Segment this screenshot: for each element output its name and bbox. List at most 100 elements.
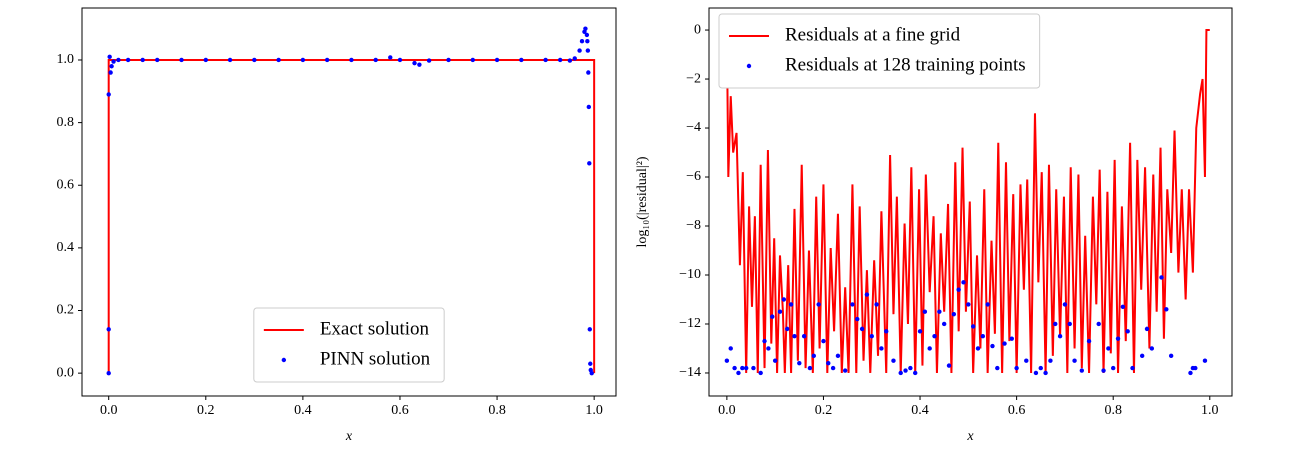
point bbox=[106, 327, 111, 332]
point bbox=[985, 302, 990, 307]
point bbox=[111, 59, 116, 64]
line bbox=[725, 29, 1210, 374]
point bbox=[766, 346, 771, 351]
x-tick-label: 0.6 bbox=[391, 403, 409, 418]
legend-label: PINN solution bbox=[320, 348, 431, 369]
point bbox=[252, 57, 257, 63]
y-tick-label: −6 bbox=[686, 169, 701, 184]
x-tick-label: 1.0 bbox=[585, 403, 603, 418]
point bbox=[821, 338, 826, 344]
legend-swatch bbox=[281, 357, 287, 363]
point bbox=[898, 370, 903, 376]
y-tick-label: −4 bbox=[686, 120, 701, 135]
point bbox=[740, 365, 745, 371]
y-tick-label: 0.8 bbox=[57, 115, 75, 130]
point bbox=[807, 365, 813, 371]
point bbox=[586, 70, 591, 75]
point bbox=[106, 92, 111, 97]
point bbox=[941, 321, 947, 327]
point bbox=[975, 346, 981, 351]
x-axis-label: x bbox=[966, 429, 974, 444]
point bbox=[932, 334, 937, 339]
point bbox=[874, 302, 879, 307]
x-tick-label: 0.4 bbox=[294, 403, 312, 418]
point bbox=[106, 370, 111, 376]
x-tick-label: 0.4 bbox=[911, 403, 929, 418]
point bbox=[1033, 370, 1039, 376]
point bbox=[116, 57, 121, 63]
point bbox=[1096, 321, 1101, 327]
point bbox=[426, 58, 432, 63]
axes: 0.0 0.2 0.4 0.6 0.8 1.0 0 −2 −4 −6 −8 −10 −12 −14 x log… bbox=[635, 7, 1233, 444]
point bbox=[966, 302, 971, 307]
point bbox=[1188, 370, 1193, 376]
point bbox=[864, 292, 870, 297]
legend: Residuals at a fine grid Residuals at 128… bbox=[718, 13, 1041, 89]
point bbox=[801, 334, 807, 339]
y-tick-label: 0.2 bbox=[57, 303, 75, 318]
y-tick-label: 0.0 bbox=[57, 365, 75, 380]
point bbox=[908, 365, 913, 371]
point bbox=[728, 346, 733, 351]
point bbox=[583, 26, 588, 31]
axes-frame bbox=[708, 7, 1233, 397]
point bbox=[751, 365, 756, 371]
point bbox=[1043, 370, 1048, 376]
plot-area bbox=[106, 26, 596, 376]
y-tick-label: −8 bbox=[686, 218, 701, 233]
legend-frame bbox=[253, 307, 445, 383]
point bbox=[557, 57, 563, 63]
point bbox=[758, 370, 763, 376]
point bbox=[470, 57, 475, 63]
point bbox=[572, 56, 577, 61]
axes-frame bbox=[81, 7, 617, 397]
point bbox=[724, 358, 730, 363]
point bbox=[587, 161, 592, 166]
point bbox=[1164, 307, 1169, 312]
point bbox=[585, 48, 591, 53]
point bbox=[577, 48, 582, 53]
point bbox=[300, 57, 306, 63]
point bbox=[589, 370, 594, 376]
point bbox=[1038, 365, 1043, 371]
point bbox=[1024, 358, 1029, 363]
point bbox=[762, 338, 767, 344]
point bbox=[388, 55, 393, 60]
point bbox=[397, 57, 403, 63]
x-tick-label: 0.0 bbox=[100, 403, 118, 418]
point bbox=[781, 297, 787, 302]
y-tick-label: −12 bbox=[679, 316, 701, 331]
point bbox=[785, 326, 790, 332]
point bbox=[792, 334, 797, 339]
y-tick-label: 0.4 bbox=[57, 240, 75, 255]
point bbox=[732, 365, 737, 371]
point bbox=[586, 104, 592, 110]
legend-swatch bbox=[746, 63, 752, 69]
point bbox=[884, 329, 889, 334]
point bbox=[855, 316, 860, 322]
point bbox=[961, 280, 966, 285]
legend: Exact solution PINN solution bbox=[253, 307, 445, 383]
point bbox=[850, 302, 855, 307]
point bbox=[1067, 321, 1072, 327]
point bbox=[1072, 358, 1077, 363]
point bbox=[203, 57, 208, 63]
point bbox=[494, 57, 500, 63]
point bbox=[349, 57, 354, 63]
point bbox=[937, 309, 942, 314]
point bbox=[519, 57, 524, 63]
point bbox=[1009, 336, 1014, 341]
point bbox=[913, 370, 918, 376]
point bbox=[1125, 329, 1130, 334]
point bbox=[995, 365, 1000, 371]
x-tick-label: 0.2 bbox=[197, 403, 215, 418]
point bbox=[842, 368, 848, 373]
point bbox=[584, 32, 590, 38]
point bbox=[417, 62, 422, 67]
x-tick-label: 0.8 bbox=[1104, 403, 1122, 418]
point bbox=[1130, 365, 1135, 371]
x-tick-label: 0.8 bbox=[488, 403, 506, 418]
point bbox=[869, 334, 874, 339]
point bbox=[1079, 368, 1085, 373]
y-tick-label: 1.0 bbox=[57, 52, 75, 67]
